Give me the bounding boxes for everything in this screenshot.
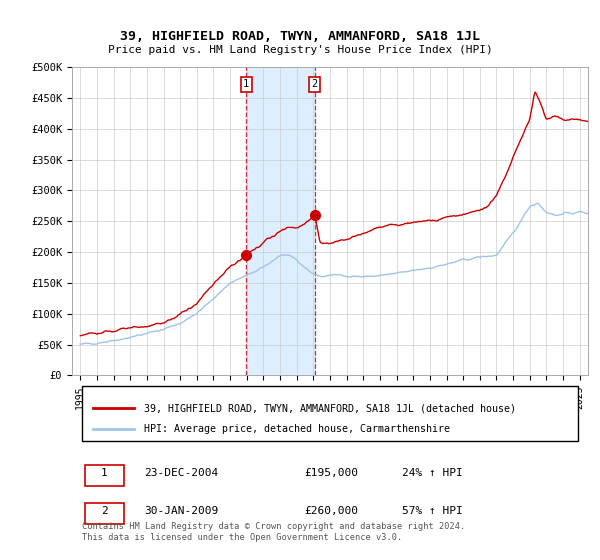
Text: 57% ↑ HPI: 57% ↑ HPI [402,506,463,516]
Text: £195,000: £195,000 [304,468,358,478]
Text: 23-DEC-2004: 23-DEC-2004 [144,468,218,478]
Text: 1: 1 [243,80,250,90]
Text: 39, HIGHFIELD ROAD, TWYN, AMMANFORD, SA18 1JL (detached house): 39, HIGHFIELD ROAD, TWYN, AMMANFORD, SA1… [144,403,516,413]
Text: 24% ↑ HPI: 24% ↑ HPI [402,468,463,478]
FancyBboxPatch shape [82,386,578,441]
FancyBboxPatch shape [85,465,124,486]
Text: 2: 2 [311,80,318,90]
Bar [246,67,314,375]
FancyBboxPatch shape [85,503,124,524]
Text: Price paid vs. HM Land Registry's House Price Index (HPI): Price paid vs. HM Land Registry's House … [107,45,493,55]
Text: £260,000: £260,000 [304,506,358,516]
Text: 2: 2 [101,506,108,516]
Text: Contains HM Land Registry data © Crown copyright and database right 2024.
This d: Contains HM Land Registry data © Crown c… [82,522,466,542]
Text: 1: 1 [101,468,108,478]
Text: 30-JAN-2009: 30-JAN-2009 [144,506,218,516]
Text: 39, HIGHFIELD ROAD, TWYN, AMMANFORD, SA18 1JL: 39, HIGHFIELD ROAD, TWYN, AMMANFORD, SA1… [120,30,480,43]
Text: HPI: Average price, detached house, Carmarthenshire: HPI: Average price, detached house, Carm… [144,424,450,434]
